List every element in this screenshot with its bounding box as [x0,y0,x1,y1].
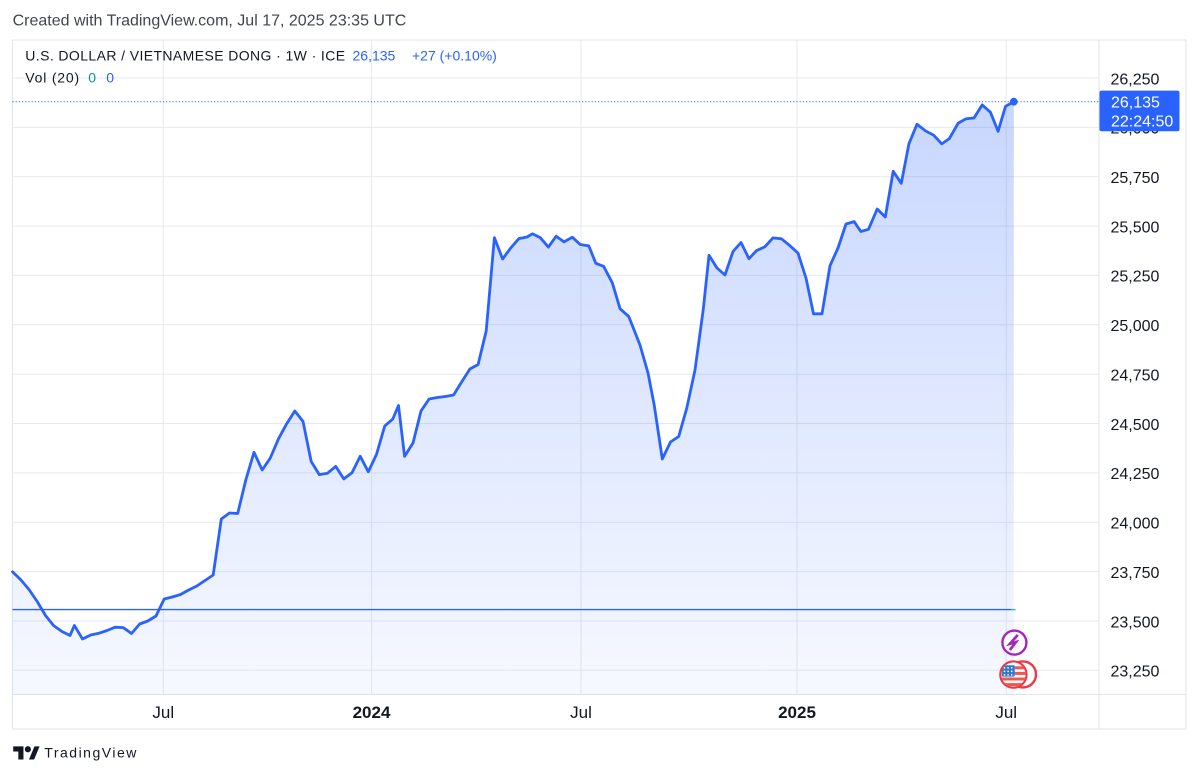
svg-text:0: 0 [106,69,114,85]
svg-text:23,250: 23,250 [1111,664,1160,681]
svg-text:2024: 2024 [353,703,391,722]
svg-text:TradingView: TradingView [44,745,138,761]
svg-text:U.S. DOLLAR / VIETNAMESE DONG: U.S. DOLLAR / VIETNAMESE DONG · 1W · ICE [25,48,345,64]
svg-text:24,750: 24,750 [1111,368,1160,385]
svg-text:25,250: 25,250 [1111,269,1160,286]
svg-text:Jul: Jul [570,703,592,722]
svg-text:26,135: 26,135 [1111,94,1160,111]
svg-text:0: 0 [88,69,96,85]
svg-text:23,750: 23,750 [1111,565,1160,582]
svg-text:2025: 2025 [778,703,816,722]
svg-text:25,000: 25,000 [1111,318,1160,335]
svg-text:23,500: 23,500 [1111,614,1160,631]
svg-text:24,250: 24,250 [1111,466,1160,483]
svg-text:26,135: 26,135 [353,48,396,64]
svg-text:Jul: Jul [152,703,174,722]
svg-text:26,250: 26,250 [1111,71,1160,88]
svg-text:25,750: 25,750 [1111,170,1160,187]
svg-text:Jul: Jul [995,703,1017,722]
svg-text:25,500: 25,500 [1111,219,1160,236]
svg-text:Vol (20): Vol (20) [25,69,80,85]
svg-text:22:24:50: 22:24:50 [1111,113,1173,130]
svg-text:Created with TradingView.com,: Created with TradingView.com, Jul 17, 20… [13,12,407,29]
svg-text:24,000: 24,000 [1111,516,1160,533]
svg-text:24,500: 24,500 [1111,417,1160,434]
svg-text:+27 (+0.10%): +27 (+0.10%) [412,48,497,64]
